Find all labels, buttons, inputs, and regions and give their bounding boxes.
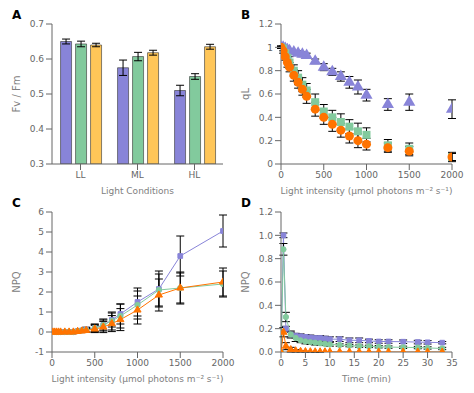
svg-text:5: 5 bbox=[303, 358, 309, 368]
svg-text:Light intensity (μmol photons: Light intensity (μmol photons m⁻² s⁻¹) bbox=[52, 374, 224, 384]
svg-text:Light intensity (μmol photons: Light intensity (μmol photons m⁻² s⁻¹) bbox=[281, 186, 453, 196]
html-text:B: B bbox=[241, 8, 251, 22]
svg-text:0.2: 0.2 bbox=[259, 136, 273, 146]
svg-text:25: 25 bbox=[397, 358, 408, 368]
svg-text:1000: 1000 bbox=[355, 170, 378, 180]
svg-text:15: 15 bbox=[349, 358, 360, 368]
svg-text:1: 1 bbox=[267, 43, 273, 53]
svg-text:Fv / Fm: Fv / Fm bbox=[11, 76, 22, 113]
svg-text:1: 1 bbox=[38, 307, 44, 317]
svg-text:LL: LL bbox=[75, 170, 85, 180]
svg-text:0.0: 0.0 bbox=[259, 347, 274, 357]
svg-text:2000: 2000 bbox=[212, 358, 235, 368]
svg-text:30: 30 bbox=[422, 358, 434, 368]
svg-text:HL: HL bbox=[189, 170, 201, 180]
svg-text:0.7: 0.7 bbox=[30, 19, 44, 29]
svg-text:1.0: 1.0 bbox=[259, 231, 274, 241]
svg-text:0: 0 bbox=[38, 327, 44, 337]
svg-text:1000: 1000 bbox=[126, 358, 149, 368]
svg-text:1500: 1500 bbox=[398, 170, 421, 180]
svg-text:0: 0 bbox=[267, 159, 273, 169]
html-text:C: C bbox=[12, 196, 21, 210]
html-text:D: D bbox=[241, 196, 251, 210]
svg-text:0: 0 bbox=[278, 170, 284, 180]
svg-text:1.2: 1.2 bbox=[259, 19, 273, 29]
svg-text:4: 4 bbox=[38, 247, 44, 257]
svg-text:5: 5 bbox=[38, 227, 44, 237]
svg-text:ML: ML bbox=[131, 170, 144, 180]
html-text:A: A bbox=[12, 8, 22, 22]
svg-text:2000: 2000 bbox=[441, 170, 464, 180]
svg-text:0.3: 0.3 bbox=[30, 159, 44, 169]
svg-text:0.6: 0.6 bbox=[30, 54, 45, 64]
svg-text:Time (min): Time (min) bbox=[341, 374, 391, 384]
svg-text:10: 10 bbox=[324, 358, 336, 368]
svg-text:NPQ: NPQ bbox=[11, 271, 22, 293]
svg-text:0.6: 0.6 bbox=[259, 277, 274, 287]
svg-text:0.2: 0.2 bbox=[259, 324, 273, 334]
svg-text:0.8: 0.8 bbox=[259, 66, 274, 76]
svg-text:0.4: 0.4 bbox=[259, 301, 274, 311]
svg-text:Light Conditions: Light Conditions bbox=[101, 186, 174, 196]
svg-text:0.4: 0.4 bbox=[30, 124, 45, 134]
svg-text:0: 0 bbox=[278, 358, 284, 368]
svg-text:500: 500 bbox=[86, 358, 103, 368]
svg-text:-1: -1 bbox=[35, 347, 44, 357]
svg-text:NPQ: NPQ bbox=[240, 271, 251, 293]
svg-text:500: 500 bbox=[315, 170, 332, 180]
svg-text:3: 3 bbox=[38, 267, 44, 277]
svg-text:1500: 1500 bbox=[169, 358, 192, 368]
svg-text:0.8: 0.8 bbox=[259, 254, 274, 264]
svg-text:qL: qL bbox=[240, 88, 251, 100]
svg-text:0: 0 bbox=[49, 358, 55, 368]
svg-text:6: 6 bbox=[38, 207, 44, 217]
svg-text:35: 35 bbox=[446, 358, 457, 368]
svg-text:2: 2 bbox=[38, 287, 44, 297]
svg-text:0.5: 0.5 bbox=[30, 89, 44, 99]
svg-text:20: 20 bbox=[373, 358, 385, 368]
svg-text:0.6: 0.6 bbox=[259, 89, 274, 99]
svg-text:1.2: 1.2 bbox=[259, 207, 273, 217]
svg-text:0.4: 0.4 bbox=[259, 113, 274, 123]
